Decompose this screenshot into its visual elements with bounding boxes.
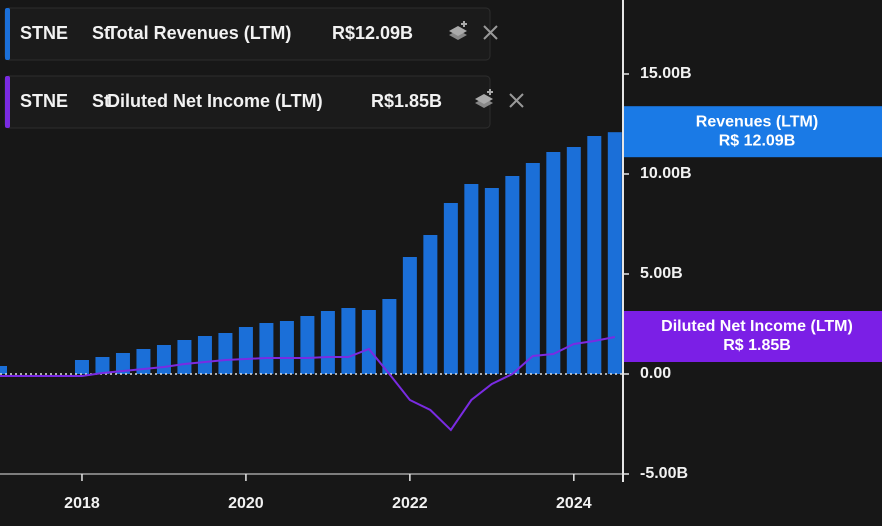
legend-name: Diluted Net Income (LTM)	[107, 91, 323, 111]
bar	[341, 308, 356, 374]
close-icon[interactable]	[509, 93, 524, 108]
bar	[525, 163, 540, 374]
bar	[382, 299, 397, 374]
plot-area	[0, 132, 623, 432]
y-tick-label: 5.00B	[640, 265, 683, 282]
legend-swatch	[5, 8, 10, 60]
bar	[607, 132, 622, 374]
bar	[423, 235, 438, 374]
bar	[361, 310, 376, 374]
legend-value: R$1.85B	[371, 91, 442, 111]
bar	[402, 257, 417, 374]
bar	[177, 340, 192, 374]
close-icon[interactable]	[483, 25, 498, 40]
bar	[259, 323, 274, 374]
x-tick-label: 2024	[556, 495, 592, 512]
legend-company: St	[92, 91, 110, 111]
value-tag-label: R$ 1.85B	[723, 337, 791, 354]
legend-value: R$12.09B	[332, 23, 413, 43]
bar	[566, 147, 581, 374]
legend-icons	[449, 21, 524, 108]
x-tick-label: 2018	[64, 495, 100, 512]
legend-swatch	[5, 76, 10, 128]
legend-name: Total Revenues (LTM)	[107, 23, 291, 43]
legend-company: St	[92, 23, 110, 43]
x-tick-label: 2022	[392, 495, 428, 512]
bar	[115, 353, 130, 374]
bar	[279, 321, 294, 374]
bar	[74, 360, 89, 374]
value-tag-label: R$ 12.09B	[719, 132, 796, 149]
bar	[484, 188, 499, 374]
value-tag-name: Diluted Net Income (LTM)	[661, 318, 853, 335]
bar	[443, 203, 458, 374]
bar	[197, 336, 212, 374]
bar	[320, 311, 335, 374]
line	[0, 336, 615, 432]
layers-icon[interactable]	[449, 21, 467, 40]
bar	[587, 136, 602, 374]
bar	[505, 176, 520, 374]
bar	[0, 366, 7, 374]
y-tick-label: 10.00B	[640, 165, 692, 182]
layers-icon[interactable]	[475, 89, 493, 108]
bar	[300, 316, 315, 374]
value-tag	[624, 106, 882, 158]
bar	[546, 152, 561, 374]
legend-ticker: STNE	[20, 91, 68, 111]
y-tick-label: -5.00B	[640, 465, 688, 482]
bar	[95, 357, 110, 374]
y-tick-label: 15.00B	[640, 65, 692, 82]
value-tag-name: Revenues (LTM)	[696, 113, 818, 130]
legend-ticker: STNE	[20, 23, 68, 43]
bar	[218, 333, 233, 374]
bar	[238, 327, 253, 374]
y-tick-label: 0.00	[640, 365, 671, 382]
value-tag	[624, 311, 882, 362]
x-tick-label: 2020	[228, 495, 264, 512]
bar	[464, 184, 479, 374]
bar	[156, 345, 171, 374]
